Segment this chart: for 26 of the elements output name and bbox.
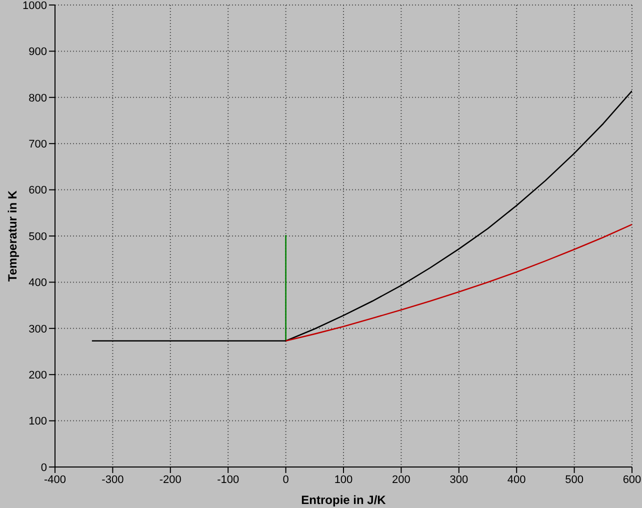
y-tick-label: 200 — [28, 370, 47, 382]
y-tick-label: 400 — [28, 277, 47, 290]
x-tick-label: 600 — [622, 474, 642, 486]
y-tick-label: 800 — [28, 92, 47, 104]
y-tick-label: 0 — [40, 462, 47, 474]
line-series — [91, 90, 632, 342]
x-tick-label: -300 — [102, 474, 124, 486]
y-tick-label: 900 — [28, 46, 47, 58]
y-tick-label: 1000 — [22, 0, 47, 12]
y-tick-label: 600 — [28, 184, 47, 197]
x-tick-label: 300 — [450, 474, 468, 486]
line-series — [285, 224, 632, 342]
x-tick-label: 100 — [334, 474, 353, 486]
y-tick-label: 700 — [28, 138, 47, 151]
y-tick-label: 100 — [28, 416, 47, 428]
x-tick-label: -400 — [44, 474, 66, 486]
y-tick-label: 300 — [28, 323, 47, 336]
y-axis-title: Temperatur in K — [5, 190, 20, 282]
x-tick-label: 500 — [565, 474, 584, 486]
x-axis-title: Entropie in J/K — [301, 493, 386, 507]
y-tick-label: 500 — [28, 230, 47, 243]
x-tick-label: -200 — [159, 474, 182, 486]
x-tick-label: 0 — [282, 474, 289, 486]
x-tick-label: 200 — [392, 474, 410, 486]
x-tick-label: -100 — [217, 474, 240, 486]
x-tick-label: 400 — [507, 474, 526, 486]
